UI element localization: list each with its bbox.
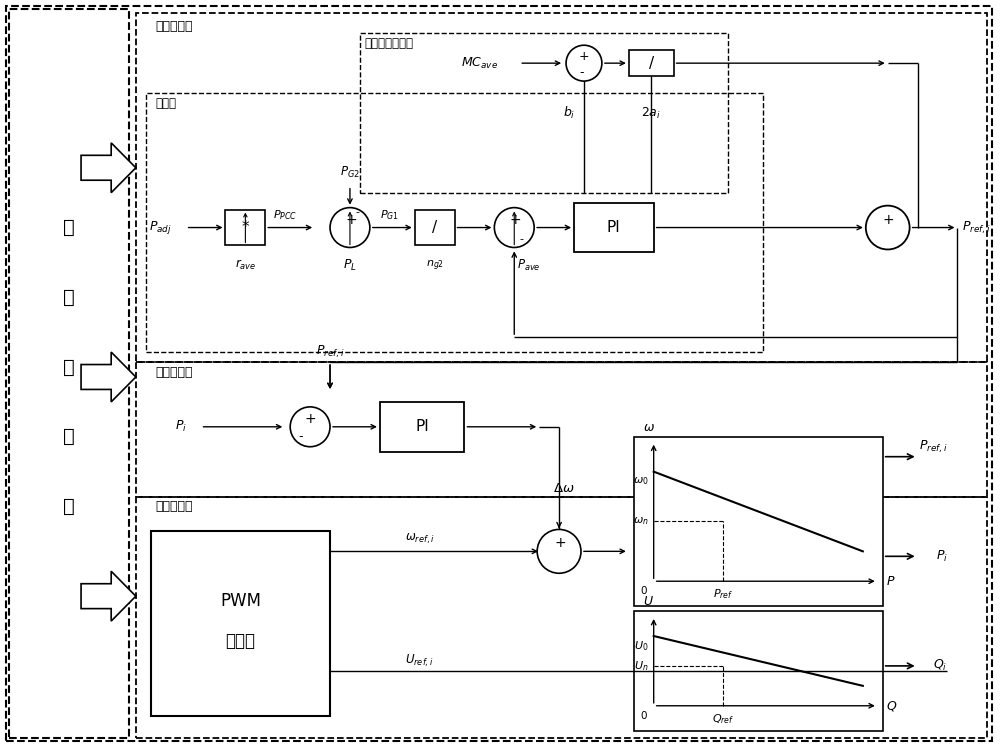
Bar: [225, 210, 265, 246]
Text: 一: 一: [63, 218, 75, 237]
Text: $2a_i$: $2a_i$: [641, 105, 661, 120]
Text: $r_{ave}$: $r_{ave}$: [235, 258, 256, 273]
Text: $Q_i$: $Q_i$: [933, 658, 947, 674]
Text: $P_i$: $P_i$: [175, 419, 187, 434]
Text: 算: 算: [63, 427, 75, 446]
Bar: [629, 50, 674, 76]
Text: 三次控制层: 三次控制层: [156, 20, 193, 33]
Bar: [634, 437, 883, 606]
Polygon shape: [81, 352, 136, 402]
Bar: [136, 13, 987, 362]
Text: 致: 致: [63, 288, 75, 307]
Bar: [360, 34, 728, 193]
Text: 功率环: 功率环: [156, 96, 177, 110]
Polygon shape: [81, 571, 136, 621]
Text: $\omega_n$: $\omega_n$: [633, 515, 649, 527]
Text: /: /: [649, 56, 654, 71]
Text: $MC_{ave}$: $MC_{ave}$: [461, 55, 498, 71]
Text: -: -: [356, 207, 360, 217]
Circle shape: [494, 208, 534, 247]
Text: PI: PI: [607, 220, 621, 235]
Text: $U$: $U$: [643, 595, 654, 608]
Text: $\omega_{ref,i}$: $\omega_{ref,i}$: [405, 531, 434, 545]
Text: *: *: [242, 220, 249, 235]
Text: $P_{ref,i}$: $P_{ref,i}$: [316, 344, 344, 360]
Bar: [151, 531, 330, 716]
Text: 边际成本一致性: 边际成本一致性: [365, 37, 414, 50]
Text: $P_{ref,i}$: $P_{ref,i}$: [919, 438, 947, 455]
Circle shape: [537, 530, 581, 573]
Text: $\Delta\omega$: $\Delta\omega$: [553, 482, 575, 495]
Text: -: -: [519, 235, 523, 244]
Text: 发生器: 发生器: [225, 632, 255, 650]
Text: $P_{PCC}$: $P_{PCC}$: [273, 208, 297, 223]
Text: $P_{G2}$: $P_{G2}$: [340, 165, 360, 180]
Text: $P_{ave}$: $P_{ave}$: [517, 258, 541, 273]
Bar: [9, 10, 129, 737]
Text: PI: PI: [415, 419, 429, 434]
Bar: [146, 93, 763, 352]
Text: 0: 0: [640, 710, 647, 721]
Text: $b_i$: $b_i$: [563, 105, 575, 121]
Text: $Q_{ref}$: $Q_{ref}$: [712, 712, 735, 725]
Text: +: +: [509, 213, 521, 226]
Text: $U_0$: $U_0$: [634, 639, 649, 653]
Text: 0: 0: [640, 586, 647, 596]
Text: 性: 性: [63, 358, 75, 376]
Circle shape: [290, 407, 330, 447]
Text: /: /: [432, 220, 437, 235]
Polygon shape: [81, 143, 136, 193]
Text: $P_{adj}$: $P_{adj}$: [149, 219, 172, 236]
Text: 一次控制层: 一次控制层: [156, 500, 193, 513]
Text: 法: 法: [63, 497, 75, 516]
Bar: [136, 497, 987, 737]
Text: $P_{G1}$: $P_{G1}$: [380, 208, 399, 223]
Text: +: +: [579, 50, 589, 63]
Text: $\omega$: $\omega$: [643, 421, 655, 434]
Bar: [634, 611, 883, 731]
Text: +: +: [883, 213, 895, 226]
Text: +: +: [554, 536, 566, 551]
Text: $n_{g2}$: $n_{g2}$: [426, 258, 444, 273]
Text: $P_L$: $P_L$: [343, 258, 357, 273]
Text: $U_{ref,i}$: $U_{ref,i}$: [405, 653, 434, 669]
Text: 二次控制层: 二次控制层: [156, 365, 193, 379]
Bar: [380, 402, 464, 452]
Circle shape: [866, 205, 910, 249]
Circle shape: [330, 208, 370, 247]
Bar: [136, 362, 987, 497]
Text: $P_{ref}$: $P_{ref}$: [713, 587, 734, 601]
Text: -: -: [580, 66, 584, 78]
Text: +: +: [304, 412, 316, 426]
Text: $U_n$: $U_n$: [634, 659, 649, 673]
Text: $P_{ref,i}$: $P_{ref,i}$: [962, 220, 991, 236]
Bar: [574, 202, 654, 252]
Bar: [415, 210, 455, 246]
Text: $\omega_0$: $\omega_0$: [633, 476, 649, 488]
Text: $P_i$: $P_i$: [936, 549, 947, 564]
Text: -: -: [298, 430, 302, 443]
Text: +: +: [345, 213, 357, 226]
Text: $Q$: $Q$: [886, 698, 897, 713]
Text: PWM: PWM: [220, 592, 261, 610]
Text: $P$: $P$: [886, 574, 895, 588]
Circle shape: [566, 46, 602, 81]
